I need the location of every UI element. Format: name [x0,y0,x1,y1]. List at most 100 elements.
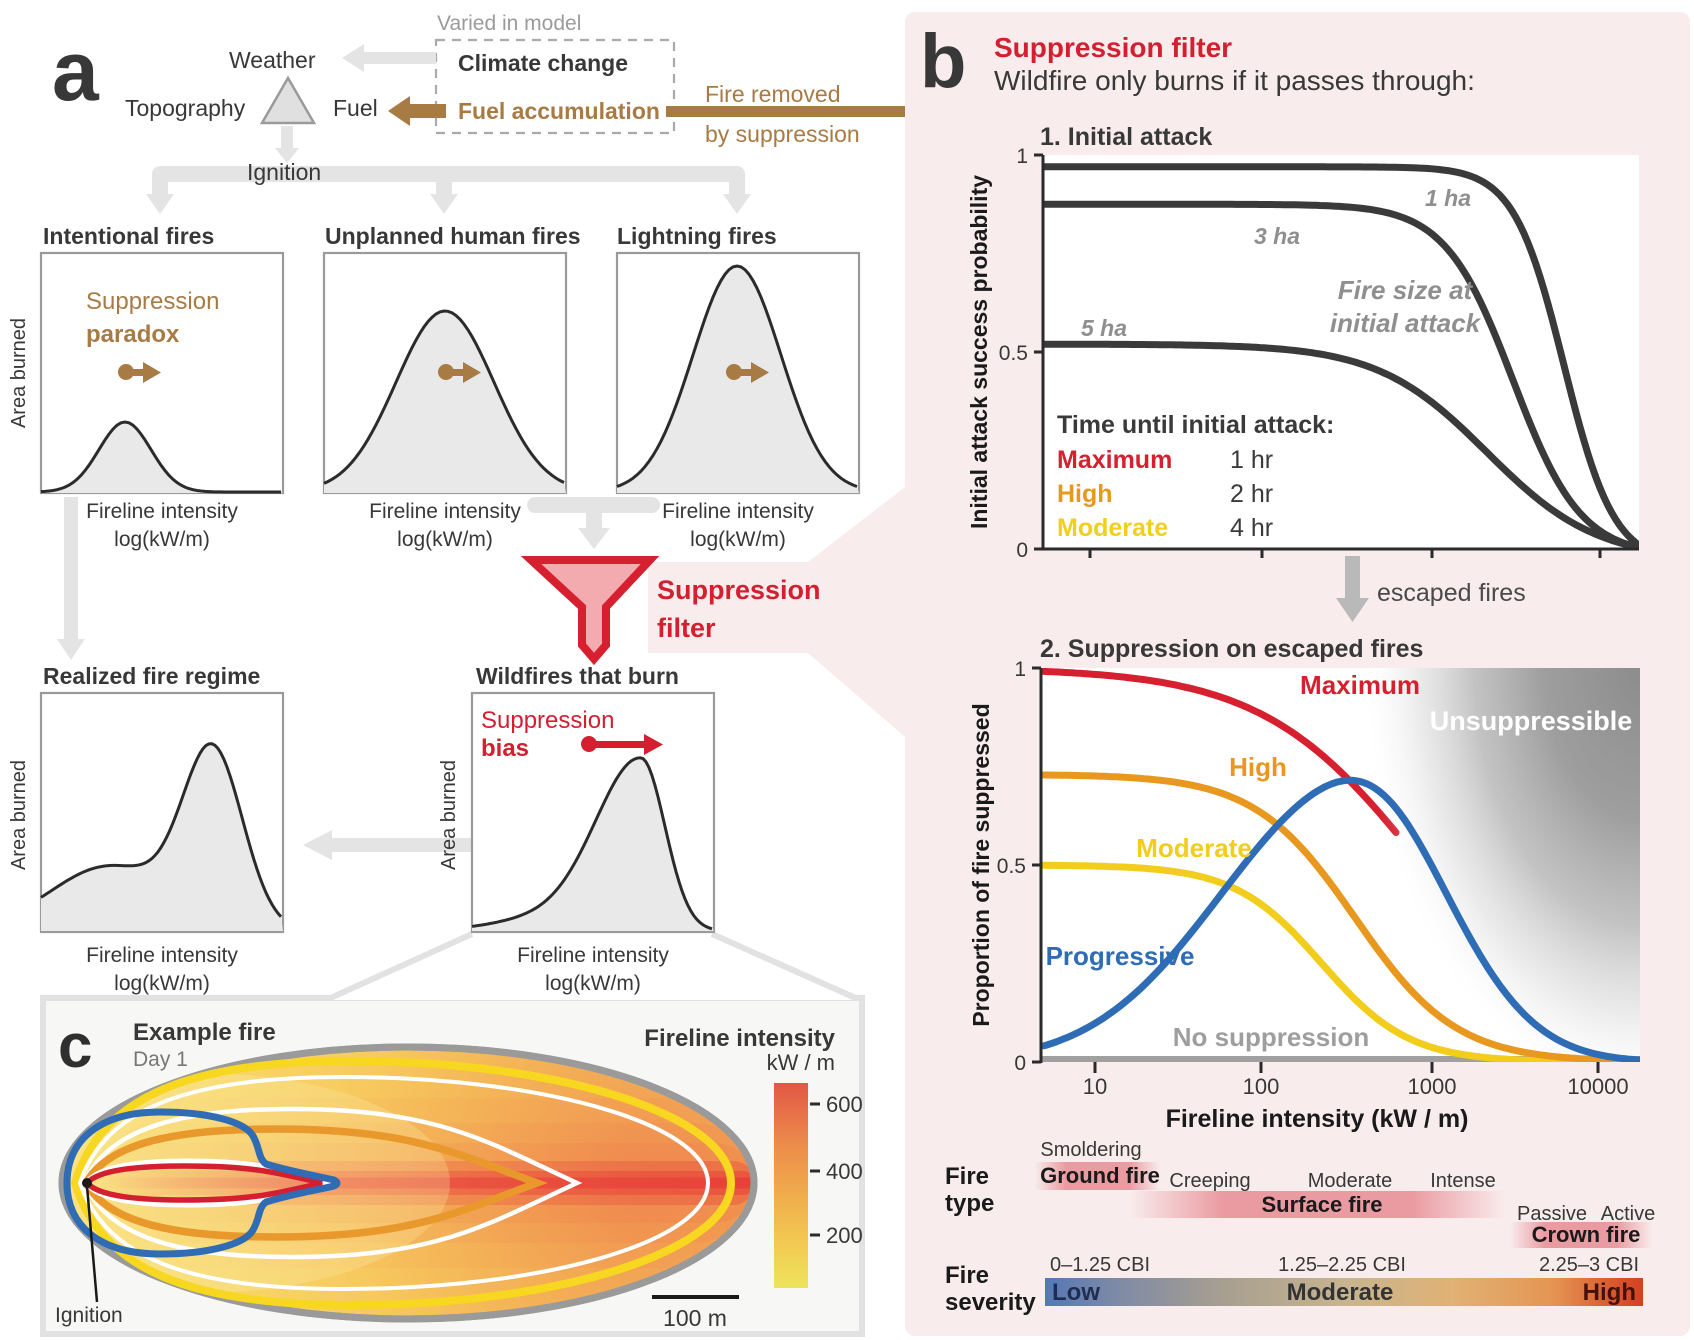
svg-text:Creeping: Creeping [1169,1170,1250,1192]
svg-text:1000: 1000 [1408,1074,1457,1099]
svg-text:Wildfire only burns if it pass: Wildfire only burns if it passes through… [994,65,1475,96]
svg-text:0.5: 0.5 [999,342,1028,365]
svg-text:Fireline intensity: Fireline intensity [86,944,238,967]
svg-text:Unsuppressible: Unsuppressible [1430,706,1633,736]
svg-text:log(kW/m): log(kW/m) [397,528,493,551]
svg-text:No suppression: No suppression [1173,1022,1369,1052]
svg-text:Fire size at: Fire size at [1338,275,1474,305]
svg-text:600: 600 [826,1092,863,1117]
svg-text:Suppression: Suppression [86,288,219,315]
svg-text:Fireline intensity (kW / m): Fireline intensity (kW / m) [1166,1105,1469,1133]
svg-text:2. Suppression on escaped fire: 2. Suppression on escaped fires [1040,635,1423,663]
svg-text:Fireline intensity: Fireline intensity [517,944,669,967]
svg-text:0.5: 0.5 [997,855,1026,878]
svg-text:log(kW/m): log(kW/m) [114,972,210,995]
svg-text:10: 10 [1083,1074,1107,1099]
svg-text:100: 100 [1243,1074,1280,1099]
svg-text:1: 1 [1016,145,1028,168]
svg-text:0: 0 [1016,539,1028,562]
svg-text:High: High [1057,480,1113,508]
svg-text:Smoldering: Smoldering [1040,1139,1141,1161]
svg-text:Ground fire: Ground fire [1040,1163,1160,1188]
svg-text:1.25–2.25 CBI: 1.25–2.25 CBI [1278,1254,1406,1276]
svg-text:Passive: Passive [1517,1203,1587,1225]
svg-text:Active: Active [1601,1203,1655,1225]
svg-text:2 hr: 2 hr [1230,480,1273,508]
svg-text:Fire: Fire [945,1262,989,1289]
svg-text:Surface fire: Surface fire [1261,1192,1382,1217]
svg-text:Time until initial attack:: Time until initial attack: [1057,411,1334,439]
svg-text:type: type [945,1190,994,1217]
svg-text:0–1.25 CBI: 0–1.25 CBI [1050,1254,1150,1276]
svg-text:Example fire: Example fire [133,1019,276,1046]
svg-text:filter: filter [657,613,716,643]
svg-text:1: 1 [1014,658,1026,681]
svg-text:Realized fire regime: Realized fire regime [43,663,260,689]
svg-text:log(kW/m): log(kW/m) [690,528,786,551]
svg-text:Topography: Topography [125,95,246,121]
svg-text:a: a [52,24,100,118]
svg-text:3 ha: 3 ha [1254,223,1300,249]
svg-text:Fuel: Fuel [333,95,378,121]
svg-text:400: 400 [826,1159,863,1184]
svg-text:Maximum: Maximum [1300,670,1420,700]
svg-text:Intentional fires: Intentional fires [43,223,214,249]
svg-text:c: c [58,1012,92,1081]
svg-text:Moderate: Moderate [1287,1279,1394,1306]
svg-text:Unplanned human fires: Unplanned human fires [325,223,581,249]
svg-text:2.25–3 CBI: 2.25–3 CBI [1539,1254,1639,1276]
svg-text:Progressive: Progressive [1046,941,1195,971]
svg-text:Fireline intensity: Fireline intensity [369,500,521,523]
svg-text:200: 200 [826,1223,863,1248]
svg-text:Proportion of fire suppressed: Proportion of fire suppressed [968,703,994,1026]
svg-text:Moderate: Moderate [1057,514,1168,542]
svg-text:High: High [1229,752,1287,782]
svg-text:Weather: Weather [229,47,316,73]
svg-text:log(kW/m): log(kW/m) [114,528,210,551]
svg-text:Area burned: Area burned [438,760,460,870]
svg-text:Moderate: Moderate [1136,833,1252,863]
svg-text:kW / m: kW / m [767,1050,835,1075]
svg-text:Fuel accumulation: Fuel accumulation [458,98,660,124]
svg-text:4 hr: 4 hr [1230,514,1273,542]
svg-text:Varied in model: Varied in model [437,12,581,35]
svg-text:Moderate: Moderate [1308,1170,1393,1192]
svg-text:10000: 10000 [1567,1074,1628,1099]
svg-text:paradox: paradox [86,321,180,348]
svg-text:initial attack: initial attack [1330,308,1482,338]
svg-text:log(kW/m): log(kW/m) [545,972,641,995]
svg-text:Intense: Intense [1430,1170,1496,1192]
svg-text:Fireline intensity: Fireline intensity [662,500,814,523]
svg-text:escaped fires: escaped fires [1377,579,1526,607]
svg-text:Suppression: Suppression [481,707,614,734]
svg-text:Wildfires that burn: Wildfires that burn [476,663,679,689]
svg-text:by suppression: by suppression [705,121,860,147]
svg-text:Fireline intensity: Fireline intensity [644,1025,835,1052]
svg-text:Day 1: Day 1 [133,1048,188,1071]
svg-text:severity: severity [945,1289,1036,1316]
svg-text:1 ha: 1 ha [1425,185,1471,211]
svg-text:1. Initial attack: 1. Initial attack [1040,123,1212,151]
svg-text:Suppression: Suppression [657,575,821,605]
svg-text:Fire: Fire [945,1163,989,1190]
svg-text:Initial attack success probabi: Initial attack success probability [966,175,992,529]
svg-text:1 hr: 1 hr [1230,446,1273,474]
svg-text:Area burned: Area burned [8,318,30,428]
svg-text:High: High [1583,1279,1636,1306]
svg-text:Area burned: Area burned [8,760,30,870]
svg-text:Ignition: Ignition [55,1304,123,1327]
svg-text:5 ha: 5 ha [1081,315,1127,341]
svg-text:Suppression filter: Suppression filter [994,32,1232,63]
svg-text:bias: bias [481,735,529,762]
svg-text:Maximum: Maximum [1057,446,1172,474]
svg-text:b: b [920,19,966,104]
svg-text:Low: Low [1052,1279,1100,1306]
svg-text:Climate change: Climate change [458,50,628,76]
svg-text:Ignition: Ignition [247,159,321,185]
svg-text:0: 0 [1014,1052,1026,1075]
svg-text:100 m: 100 m [663,1305,727,1331]
svg-text:Fire removed: Fire removed [705,81,840,107]
svg-text:Crown fire: Crown fire [1532,1222,1641,1247]
svg-text:Lightning fires: Lightning fires [617,223,777,249]
svg-text:Fireline intensity: Fireline intensity [86,500,238,523]
